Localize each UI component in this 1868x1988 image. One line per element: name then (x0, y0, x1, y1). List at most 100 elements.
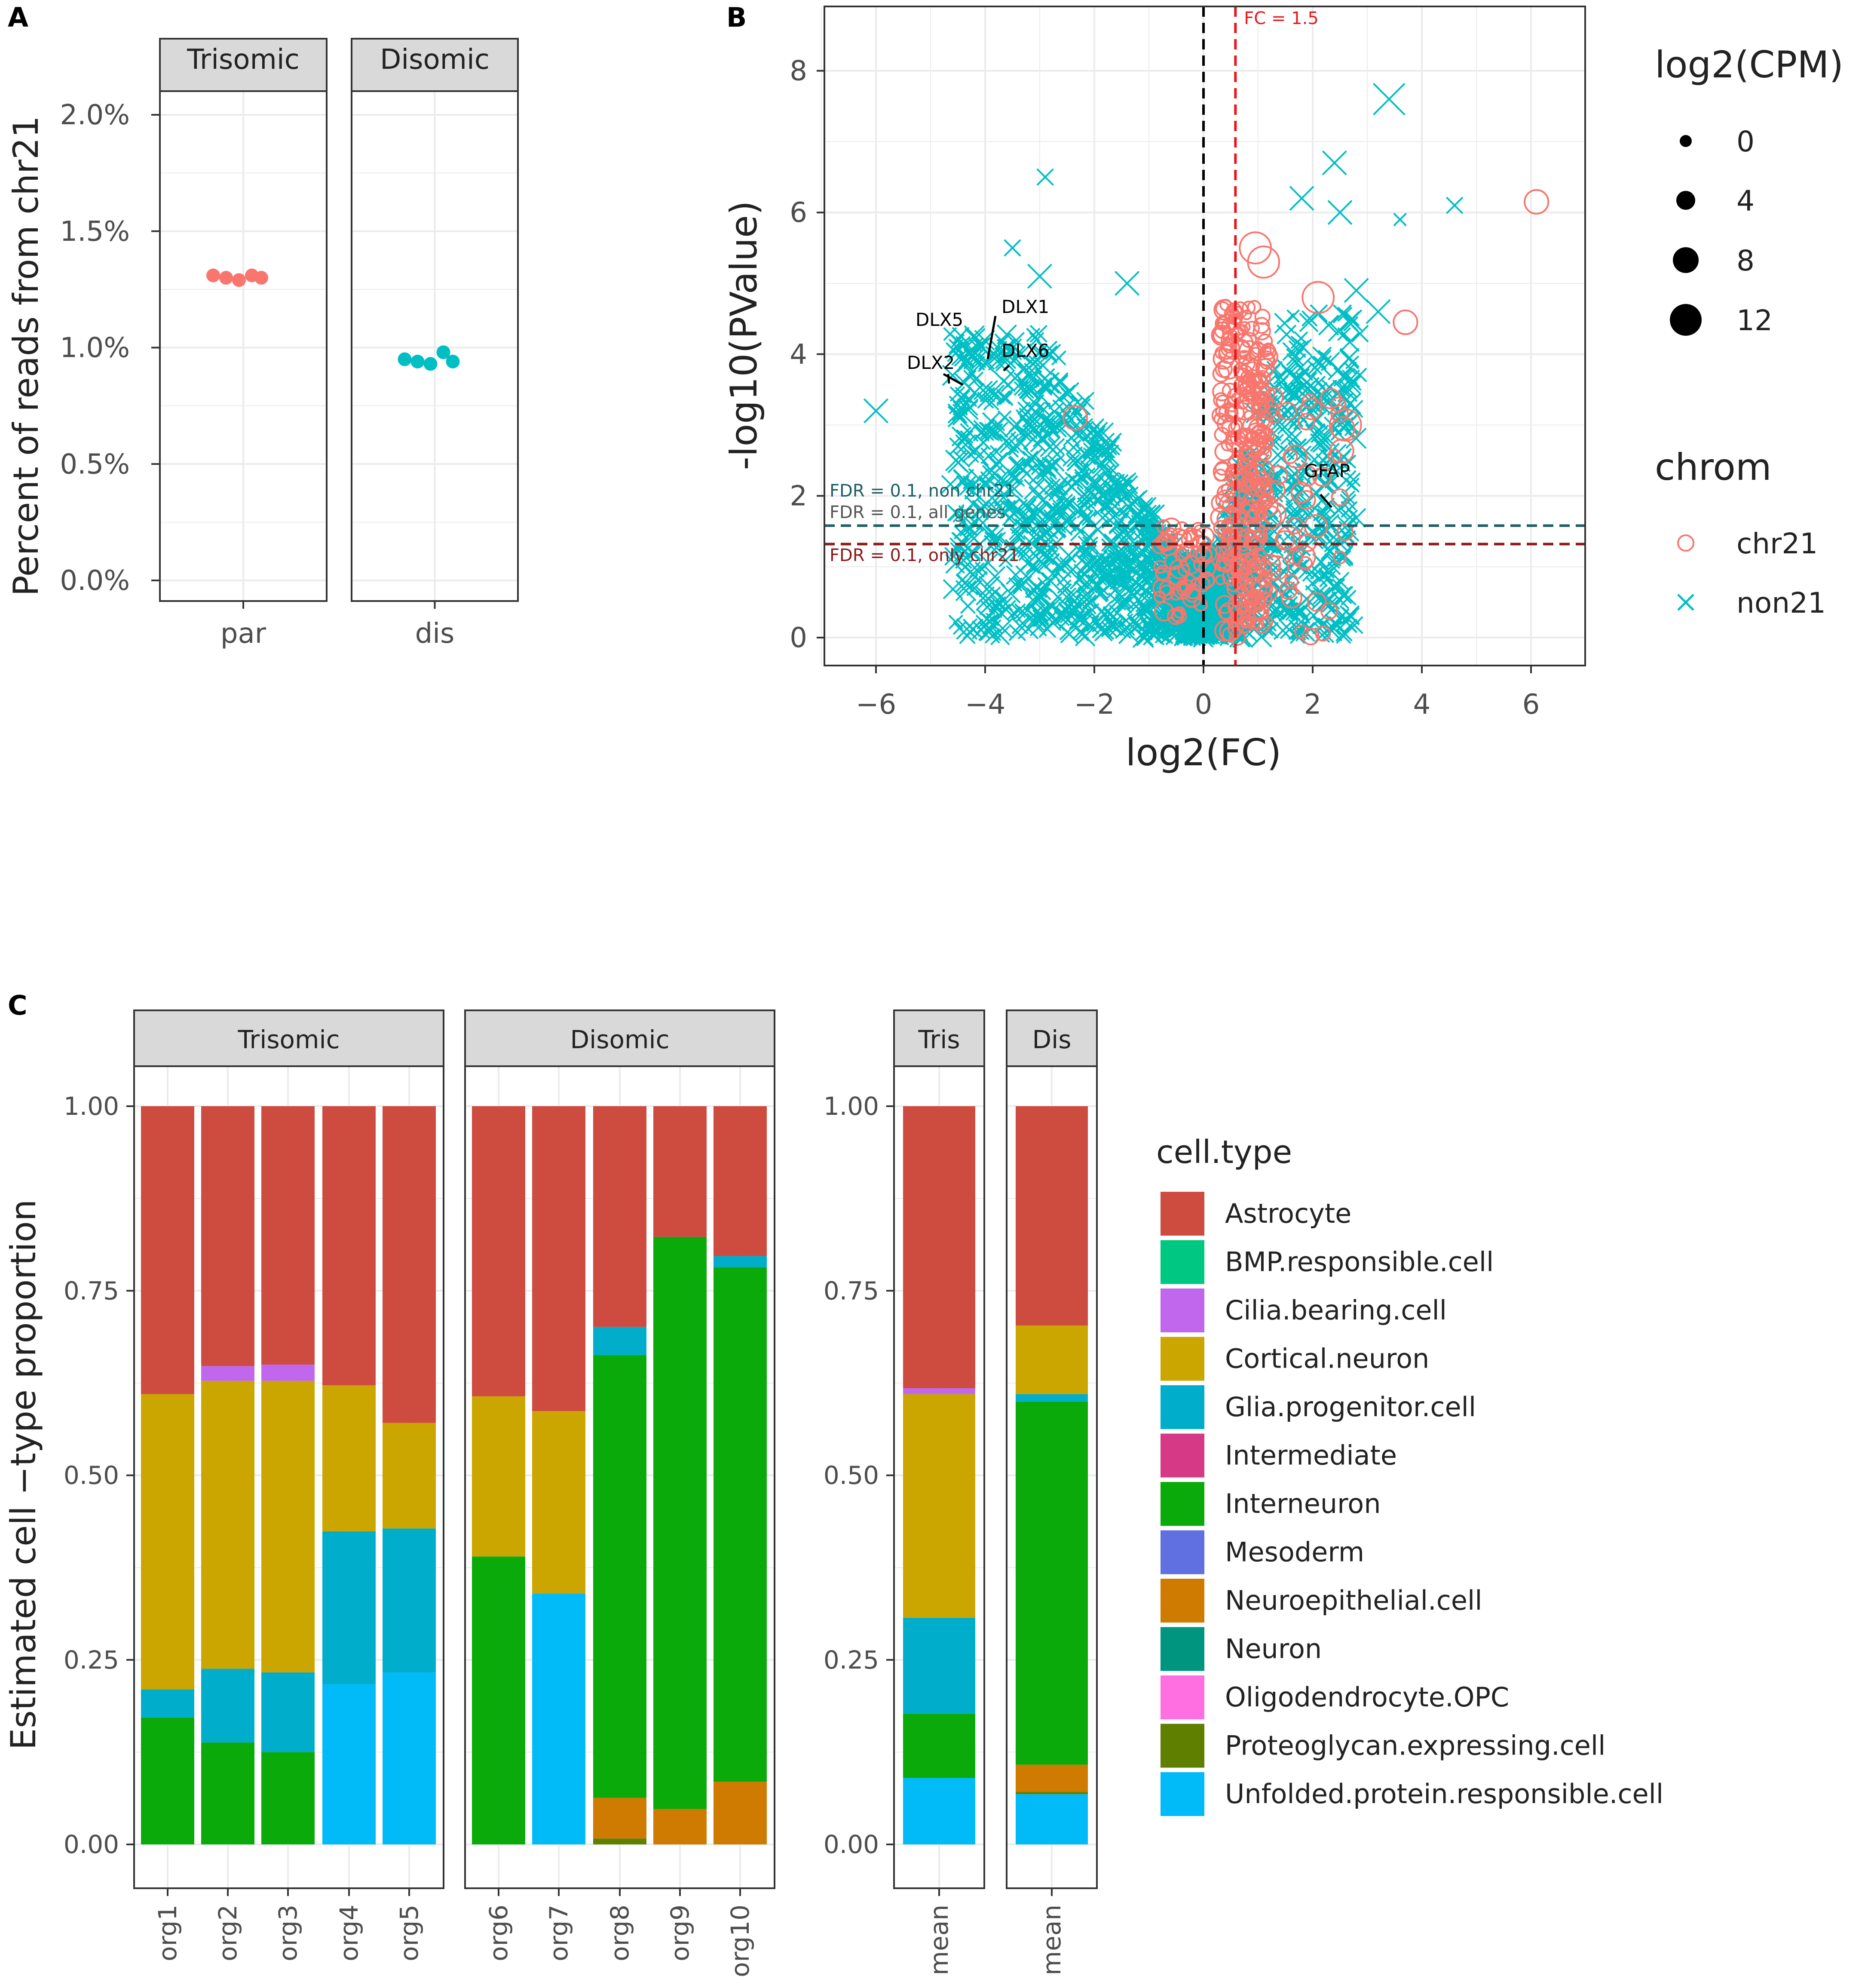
non21-point (1015, 359, 1034, 377)
y-tick-label: 0 (790, 622, 807, 654)
chr21-point (1240, 618, 1252, 629)
non21-point (996, 390, 1011, 405)
y-tick-label: 2.0% (60, 99, 130, 131)
non21-point (1118, 507, 1133, 522)
highlight-chr21-point (1247, 245, 1280, 279)
chr21-point (1315, 626, 1331, 642)
chr21-point (1320, 388, 1341, 409)
bar-segment (1016, 1792, 1088, 1795)
legend-label: Interneuron (1225, 1488, 1381, 1519)
non21-point (1319, 570, 1336, 588)
legend-key (1161, 1579, 1204, 1623)
non21-point (1079, 596, 1096, 614)
x-tick-label: mean (1037, 1905, 1066, 1975)
fc-line-label: FC = 1.5 (1244, 9, 1319, 28)
non21-point (1138, 515, 1156, 533)
highlight-chr21-point (1301, 281, 1335, 314)
non21-point (968, 445, 989, 466)
non21-point (1294, 380, 1309, 395)
non21-point (980, 447, 998, 464)
chr21-point (1182, 588, 1202, 608)
non21-point (1044, 478, 1061, 495)
non21-point (955, 574, 974, 592)
non21-point (944, 547, 963, 566)
chr21-point (1253, 528, 1266, 541)
chr21-point (1227, 567, 1239, 580)
non21-point (1287, 597, 1309, 619)
non21-point (1051, 372, 1069, 390)
non21-point (1102, 433, 1122, 452)
chr21-point (1301, 627, 1320, 646)
size-legend-key (1670, 304, 1702, 336)
non21-point (966, 514, 984, 532)
size-legend-label: 0 (1736, 125, 1755, 158)
gene-label: GFAP (1304, 460, 1350, 482)
bar-segment (593, 1327, 646, 1355)
non21-point (993, 471, 1009, 487)
non21-point (952, 403, 974, 426)
chr21-point (1200, 545, 1217, 563)
non21-point (997, 410, 1012, 425)
highlight-non21-point (1115, 270, 1140, 296)
chr21-point (1193, 557, 1207, 571)
chr21-point (1230, 469, 1247, 486)
fdr-all-label: FDR = 0.1, all genes (830, 503, 1006, 522)
non21-point (983, 525, 1000, 542)
bar-segment (593, 1798, 646, 1839)
facet-strip (351, 38, 519, 92)
non21-point (984, 586, 1001, 604)
x-tick-label: org10 (726, 1905, 755, 1977)
non21-point (1203, 612, 1217, 626)
chr21-point (1244, 599, 1266, 621)
chr21-point (1169, 558, 1190, 580)
non21-point (1273, 370, 1288, 385)
x-tick-label: org6 (484, 1905, 513, 1961)
chr21-point (1296, 490, 1316, 510)
y-tick-label: 1.0% (60, 332, 130, 364)
bar-segment (903, 1778, 975, 1844)
non21-point (1031, 529, 1048, 546)
chr21-point (1259, 583, 1278, 602)
non21-point (1060, 475, 1075, 491)
y-tick-label: 0.25 (824, 1645, 879, 1675)
bar-segment (383, 1106, 436, 1423)
non21-point (1341, 369, 1360, 388)
non21-point (1333, 367, 1353, 387)
non21-point (1083, 473, 1105, 495)
non21-point (1071, 607, 1093, 629)
non21-point (1018, 507, 1039, 528)
x-tick-label: org2 (213, 1905, 242, 1961)
non21-point (986, 384, 1005, 403)
bar-segment (261, 1381, 315, 1672)
chr21-point (1246, 616, 1261, 631)
non21-point (1060, 625, 1078, 644)
bar-segment (141, 1717, 194, 1844)
bar-segment (1016, 1325, 1088, 1394)
non21-point (1032, 430, 1050, 448)
chr21-point (1233, 362, 1249, 378)
y-axis-title: Estimated cell −type proportion (3, 1200, 43, 1750)
chr21-point (1220, 333, 1234, 347)
legend-label: BMP.responsible.cell (1225, 1246, 1494, 1278)
non21-point (1019, 499, 1037, 517)
non21-point (971, 503, 989, 520)
non21-point (1035, 368, 1055, 389)
chr21-point (1297, 413, 1315, 431)
chr21-point (1267, 410, 1281, 424)
chr21-point (1250, 595, 1266, 611)
non21-point (1112, 475, 1133, 495)
non21-point (1100, 491, 1121, 512)
fdr-non21-label: FDR = 0.1, non chr21 (830, 481, 1015, 501)
non21-point (996, 339, 1015, 357)
y-tick-label: 4 (790, 339, 807, 371)
highlight-non21-point (1004, 239, 1021, 257)
chrom-legend-title: chrom (1655, 446, 1772, 489)
non21-point (993, 370, 1014, 392)
non21-point (1096, 551, 1113, 568)
legend-key (1161, 1192, 1204, 1236)
chr21-point (1252, 398, 1270, 415)
non21-point (1312, 346, 1332, 366)
non21-point (965, 476, 983, 494)
bar-segment (472, 1396, 525, 1557)
bar-segment (141, 1689, 194, 1718)
